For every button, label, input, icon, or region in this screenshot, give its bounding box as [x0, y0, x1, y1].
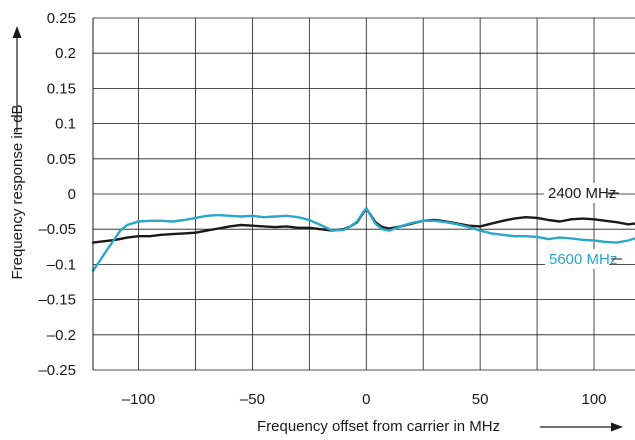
series-lines [91, 206, 635, 272]
series-labels: 2400 MHz 5600 MHz [544, 183, 622, 269]
y-tick-label: 0.05 [47, 151, 76, 168]
y-tick-label: 0.25 [47, 10, 76, 27]
x-tick-label: 50 [472, 391, 489, 408]
y-tick-label: –0.15 [38, 292, 76, 309]
series-label: 2400 MHz [548, 185, 616, 202]
y-tick-label: –0.1 [47, 256, 76, 273]
x-axis-arrow-icon [611, 422, 623, 432]
x-tick-label: 100 [581, 391, 606, 408]
x-axis-label-group: Frequency offset from carrier in MHz [257, 418, 623, 435]
series-label-background [544, 183, 608, 203]
y-tick-labels: 0.25 0.2 0.15 0.1 0.05 0 –0.05 –0.1 –0.15 –0.2 –0.… [38, 10, 76, 379]
y-tick-label: 0.2 [55, 45, 76, 62]
x-tick-label: –50 [240, 391, 265, 408]
x-tick-label: 0 [362, 391, 370, 408]
y-axis-label: Frequency response in dB [9, 104, 26, 279]
y-axis-label-group: Frequency response in dB [9, 26, 26, 280]
x-axis-label: Frequency offset from carrier in MHz [257, 418, 500, 435]
y-tick-label: 0.1 [55, 116, 76, 133]
y-axis-arrow-icon [12, 26, 22, 38]
y-tick-label: –0.2 [47, 327, 76, 344]
series-line [91, 206, 635, 272]
y-tick-label: 0 [68, 186, 76, 203]
y-tick-label: –0.05 [38, 221, 76, 238]
series-label-background [545, 249, 609, 269]
y-tick-label: –0.25 [38, 362, 76, 379]
x-tick-labels: –100 –50 0 50 100 [122, 391, 607, 408]
x-tick-label: –100 [122, 391, 155, 408]
grid [93, 17, 635, 371]
series-label: 5600 MHz [549, 251, 617, 268]
y-tick-label: 0.15 [47, 80, 76, 97]
